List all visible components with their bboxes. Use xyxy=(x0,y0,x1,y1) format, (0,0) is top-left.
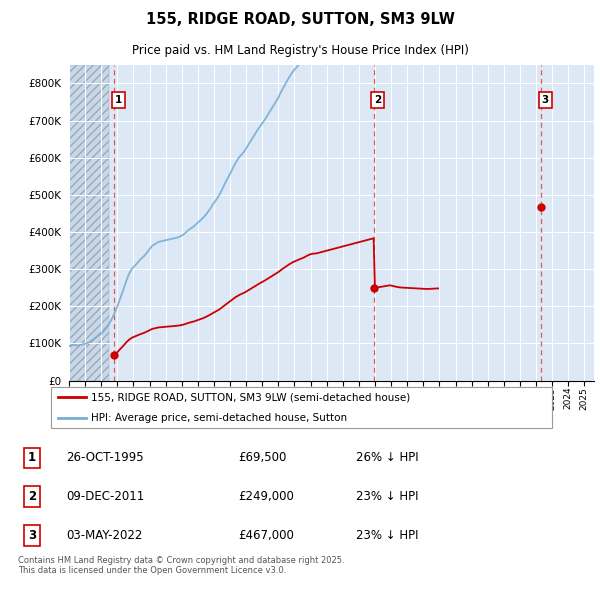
Text: 3: 3 xyxy=(28,529,36,542)
Text: 26-OCT-1995: 26-OCT-1995 xyxy=(66,451,143,464)
Text: Price paid vs. HM Land Registry's House Price Index (HPI): Price paid vs. HM Land Registry's House … xyxy=(131,44,469,57)
Text: £467,000: £467,000 xyxy=(238,529,294,542)
FancyBboxPatch shape xyxy=(50,387,553,428)
Text: HPI: Average price, semi-detached house, Sutton: HPI: Average price, semi-detached house,… xyxy=(91,412,347,422)
Text: 155, RIDGE ROAD, SUTTON, SM3 9LW: 155, RIDGE ROAD, SUTTON, SM3 9LW xyxy=(146,12,454,27)
Text: 155, RIDGE ROAD, SUTTON, SM3 9LW (semi-detached house): 155, RIDGE ROAD, SUTTON, SM3 9LW (semi-d… xyxy=(91,392,410,402)
Text: 1: 1 xyxy=(28,451,36,464)
Text: 23% ↓ HPI: 23% ↓ HPI xyxy=(356,529,419,542)
Text: £69,500: £69,500 xyxy=(238,451,286,464)
Text: 03-MAY-2022: 03-MAY-2022 xyxy=(66,529,142,542)
Text: 09-DEC-2011: 09-DEC-2011 xyxy=(66,490,144,503)
Text: 26% ↓ HPI: 26% ↓ HPI xyxy=(356,451,419,464)
Text: 1: 1 xyxy=(115,94,122,104)
Text: 2: 2 xyxy=(374,94,382,104)
Text: 23% ↓ HPI: 23% ↓ HPI xyxy=(356,490,419,503)
Text: Contains HM Land Registry data © Crown copyright and database right 2025.
This d: Contains HM Land Registry data © Crown c… xyxy=(18,556,344,575)
Text: £249,000: £249,000 xyxy=(238,490,294,503)
Text: 3: 3 xyxy=(542,94,549,104)
Text: 2: 2 xyxy=(28,490,36,503)
